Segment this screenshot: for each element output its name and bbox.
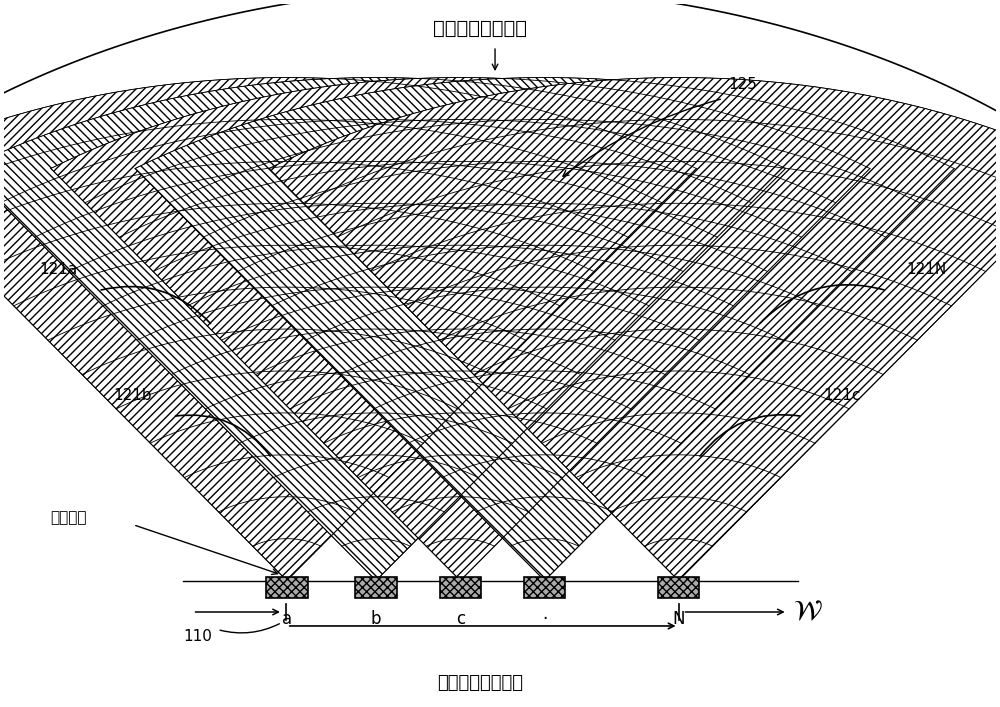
Bar (658, 577, 699, 598)
Text: $\mathcal{W}$: $\mathcal{W}$ (793, 598, 822, 626)
Text: 期望的分辨率单元: 期望的分辨率单元 (433, 19, 527, 38)
Text: 121N: 121N (906, 262, 947, 277)
Text: 121c: 121c (823, 388, 861, 403)
Text: ·: · (542, 610, 547, 628)
Text: 121a: 121a (40, 262, 78, 277)
Bar (440, 577, 481, 598)
Text: 连续阵列采样位置: 连续阵列采样位置 (437, 674, 523, 692)
Polygon shape (135, 78, 954, 580)
Polygon shape (51, 78, 870, 580)
Polygon shape (0, 78, 696, 580)
Polygon shape (0, 78, 786, 580)
Text: 相位中心: 相位中心 (50, 510, 87, 525)
Bar (524, 577, 565, 598)
Text: 125: 125 (729, 77, 757, 92)
Text: c: c (456, 610, 465, 628)
Polygon shape (269, 78, 1000, 580)
Text: b: b (371, 610, 381, 628)
Bar (355, 577, 397, 598)
Text: 121b: 121b (114, 388, 152, 403)
Text: 110: 110 (183, 629, 212, 644)
Bar (266, 577, 308, 598)
Text: a: a (282, 610, 292, 628)
Text: N: N (672, 610, 685, 628)
